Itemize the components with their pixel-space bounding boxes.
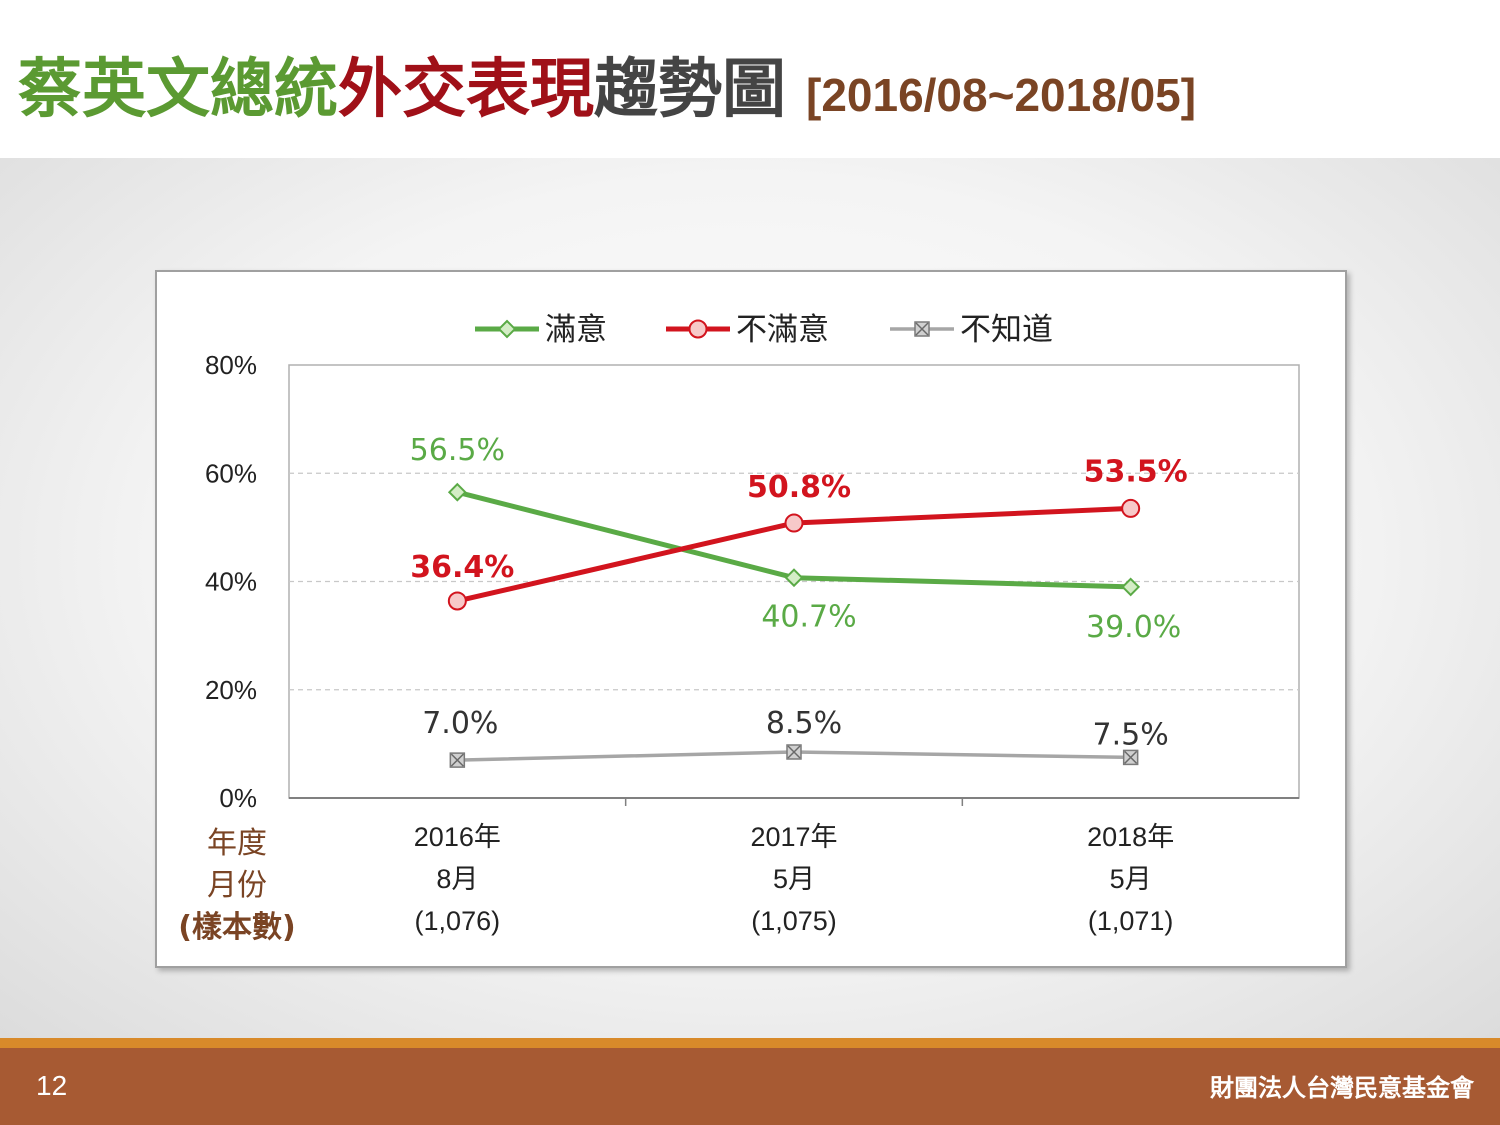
dissatisfied-data-label: 50.8% xyxy=(747,470,851,505)
dissatisfied-point xyxy=(1121,498,1141,518)
legend-label-dissatisfied: 不滿意 xyxy=(736,312,829,348)
y-tick-label: 0% xyxy=(219,783,257,813)
footer-bar: 12 財團法人台灣民意基金會 xyxy=(0,1048,1500,1125)
slide-title: 蔡英文總統外交表現趨勢圖 [2016/08~2018/05] xyxy=(18,40,1196,140)
x-tick-label: (1,075) xyxy=(751,906,837,936)
organization-name: 財團法人台灣民意基金會 xyxy=(1210,1074,1474,1102)
satisfied-data-label: 56.5% xyxy=(410,433,505,468)
dissatisfied-point xyxy=(784,513,804,533)
x-tick-label: 5月 xyxy=(1110,864,1152,894)
legend-label-satisfied: 滿意 xyxy=(545,312,607,348)
title-part-diplomacy: 外交表現 xyxy=(338,53,594,127)
x-tick-label: (1,076) xyxy=(415,906,501,936)
x-axis-caption: 月份 xyxy=(207,868,267,903)
title-date-range: [2016/08~2018/05] xyxy=(806,69,1197,121)
dissatisfied-data-label: 53.5% xyxy=(1084,454,1188,489)
unknown-point-cross xyxy=(1124,750,1138,764)
unknown-data-label: 7.5% xyxy=(1093,717,1169,752)
y-tick-label: 40% xyxy=(205,567,257,597)
page-number: 12 xyxy=(36,1070,68,1101)
x-tick-label: (1,071) xyxy=(1088,906,1174,936)
y-tick-label: 80% xyxy=(205,350,257,380)
satisfied-point xyxy=(784,568,804,588)
unknown-point-cross xyxy=(787,745,801,759)
legend-label-unknown: 不知道 xyxy=(960,312,1053,348)
dissatisfied-point xyxy=(447,591,467,611)
satisfied-data-label: 39.0% xyxy=(1086,610,1181,645)
unknown-data-label: 7.0% xyxy=(422,706,498,741)
x-tick-label: 2017年 xyxy=(750,822,837,852)
unknown-data-label: 8.5% xyxy=(766,706,842,741)
y-tick-label: 60% xyxy=(205,458,257,488)
satisfied-point xyxy=(447,482,467,502)
x-tick-label: 5月 xyxy=(773,864,815,894)
satisfied-data-label: 40.7% xyxy=(761,600,856,635)
footer-accent-line xyxy=(0,1038,1500,1048)
title-part-trend-chart: 趨勢圖 xyxy=(594,53,786,127)
dissatisfied-data-label: 36.4% xyxy=(410,550,514,585)
legend-dissatisfied-point xyxy=(688,319,708,339)
x-axis-caption: 年度 xyxy=(207,826,267,861)
y-tick-label: 20% xyxy=(205,675,257,705)
legend-satisfied-point xyxy=(497,319,517,339)
chart-panel: 0% 20% 40% 60% 80% 2016年 8月 (1,076) 2017年 5月 (1,07… xyxy=(155,270,1347,968)
x-axis-caption: (樣本數) xyxy=(178,910,295,945)
line-chart: 0% 20% 40% 60% 80% 2016年 8月 (1,076) 2017年 5月 (1,07… xyxy=(178,312,1300,945)
unknown-point-cross xyxy=(450,753,464,767)
satisfied-point xyxy=(1121,577,1141,597)
x-tick-label: 2018年 xyxy=(1087,822,1174,852)
title-part-president: 蔡英文總統 xyxy=(18,53,338,127)
x-tick-label: 8月 xyxy=(436,864,478,894)
legend-unknown-point-cross xyxy=(915,322,929,336)
x-tick-label: 2016年 xyxy=(414,822,501,852)
